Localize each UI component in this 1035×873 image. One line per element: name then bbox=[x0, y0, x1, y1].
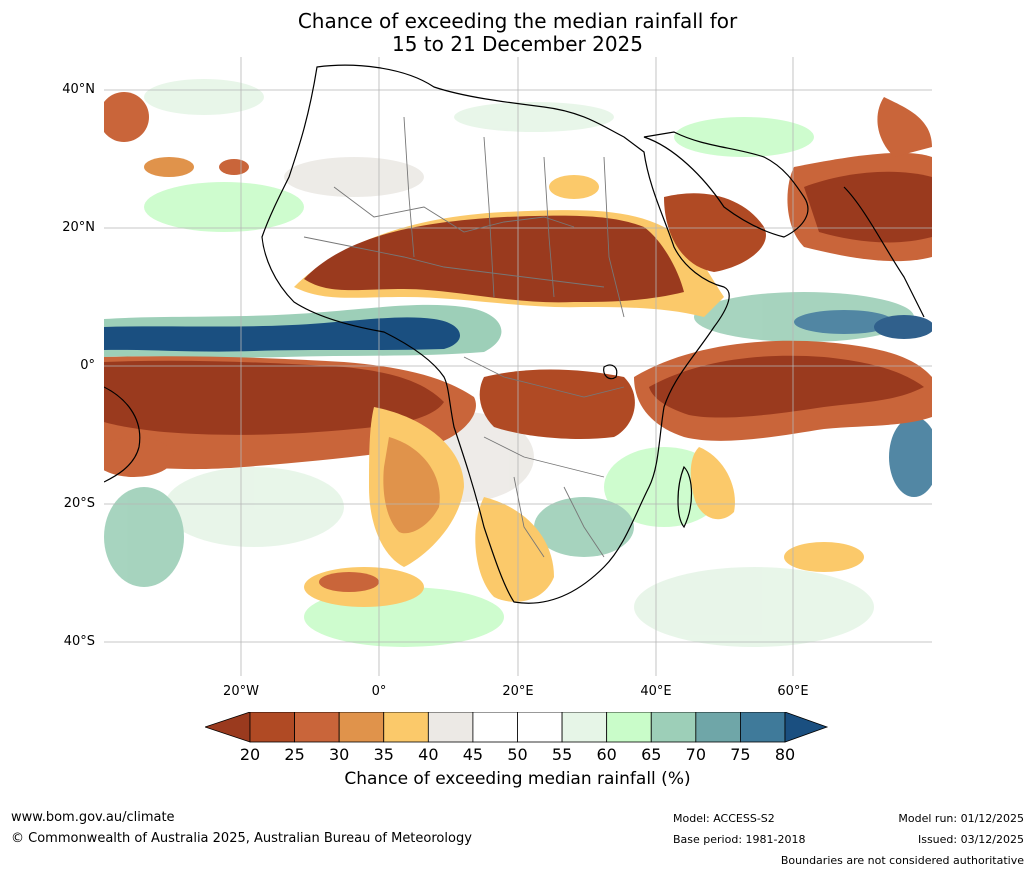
colorbar-tick-label: 50 bbox=[507, 745, 528, 764]
lon-label-20w: 20°W bbox=[223, 684, 259, 699]
map-title: Chance of exceeding the median rainfall … bbox=[0, 10, 1035, 56]
title-line-2: 15 to 21 December 2025 bbox=[391, 32, 643, 56]
colorbar-cell bbox=[561, 712, 608, 743]
lon-label-40e: 40°E bbox=[640, 684, 672, 699]
colorbar-high-arrow bbox=[784, 712, 829, 743]
lon-label-0: 0° bbox=[371, 684, 387, 699]
lon-label-60e: 60°E bbox=[777, 684, 809, 699]
colorbar-tick-label: 20 bbox=[239, 745, 261, 764]
footer-copyright: © Commonwealth of Australia 2025, Austra… bbox=[11, 831, 472, 846]
lat-label-40s: 40°S bbox=[63, 634, 95, 649]
colorbar-tick-label: 35 bbox=[373, 745, 394, 764]
graticule bbox=[104, 57, 932, 676]
colorbar-cell bbox=[472, 712, 518, 743]
footer-base-period: Base period: 1981-2018 bbox=[673, 833, 806, 846]
rainfall-map bbox=[104, 57, 932, 676]
colorbar-tick-label: 65 bbox=[641, 745, 662, 764]
lat-label-20s: 20°S bbox=[63, 496, 95, 511]
colorbar-tick-label: 70 bbox=[685, 745, 706, 764]
lat-label-0: 0° bbox=[80, 358, 95, 373]
colorbar-cells bbox=[249, 712, 786, 743]
footer-model: Model: ACCESS-S2 bbox=[673, 812, 775, 825]
country-borders bbox=[303, 116, 625, 558]
colorbar-cell bbox=[249, 712, 295, 743]
colorbar-low-arrow bbox=[205, 712, 251, 743]
colorbar-cell bbox=[695, 712, 741, 743]
colorbar-cell bbox=[650, 712, 697, 743]
dry-band-north bbox=[104, 92, 932, 317]
colorbar-label: Chance of exceeding median rainfall (%) bbox=[344, 769, 691, 789]
footer-model-run: Model run: 01/12/2025 bbox=[898, 812, 1024, 825]
footer-issued: Issued: 03/12/2025 bbox=[917, 833, 1024, 846]
colorbar bbox=[205, 712, 829, 743]
footer-disclaimer: Boundaries are not considered authoritat… bbox=[780, 854, 1024, 867]
colorbar-tick-label: 30 bbox=[328, 745, 350, 764]
colorbar-cell bbox=[294, 712, 340, 743]
coastline bbox=[104, 64, 925, 604]
map-svg bbox=[104, 57, 932, 676]
colorbar-cell bbox=[427, 712, 474, 743]
colorbar-cell bbox=[383, 712, 429, 743]
lat-label-40n: 40°N bbox=[62, 82, 95, 97]
colorbar-tick-label: 40 bbox=[418, 745, 439, 764]
colorbar-tick-label: 60 bbox=[596, 745, 617, 764]
colorbar-tick-label: 75 bbox=[730, 745, 751, 764]
colorbar-cell bbox=[606, 712, 652, 743]
colorbar-cell bbox=[338, 712, 385, 743]
colorbar-cell bbox=[517, 712, 563, 743]
title-line-1: Chance of exceeding the median rainfall … bbox=[297, 9, 738, 33]
wet-band bbox=[104, 304, 502, 358]
colorbar-cell bbox=[740, 712, 786, 743]
colorbar-tick-label: 25 bbox=[284, 745, 305, 764]
colorbar-tick-label: 80 bbox=[774, 745, 796, 764]
footer-url: www.bom.gov.au/climate bbox=[11, 810, 175, 825]
lon-label-20e: 20°E bbox=[502, 684, 534, 699]
colorbar-tick-label: 55 bbox=[551, 745, 573, 764]
lat-label-20n: 20°N bbox=[62, 220, 95, 235]
colorbar-tick-label: 45 bbox=[462, 745, 484, 764]
